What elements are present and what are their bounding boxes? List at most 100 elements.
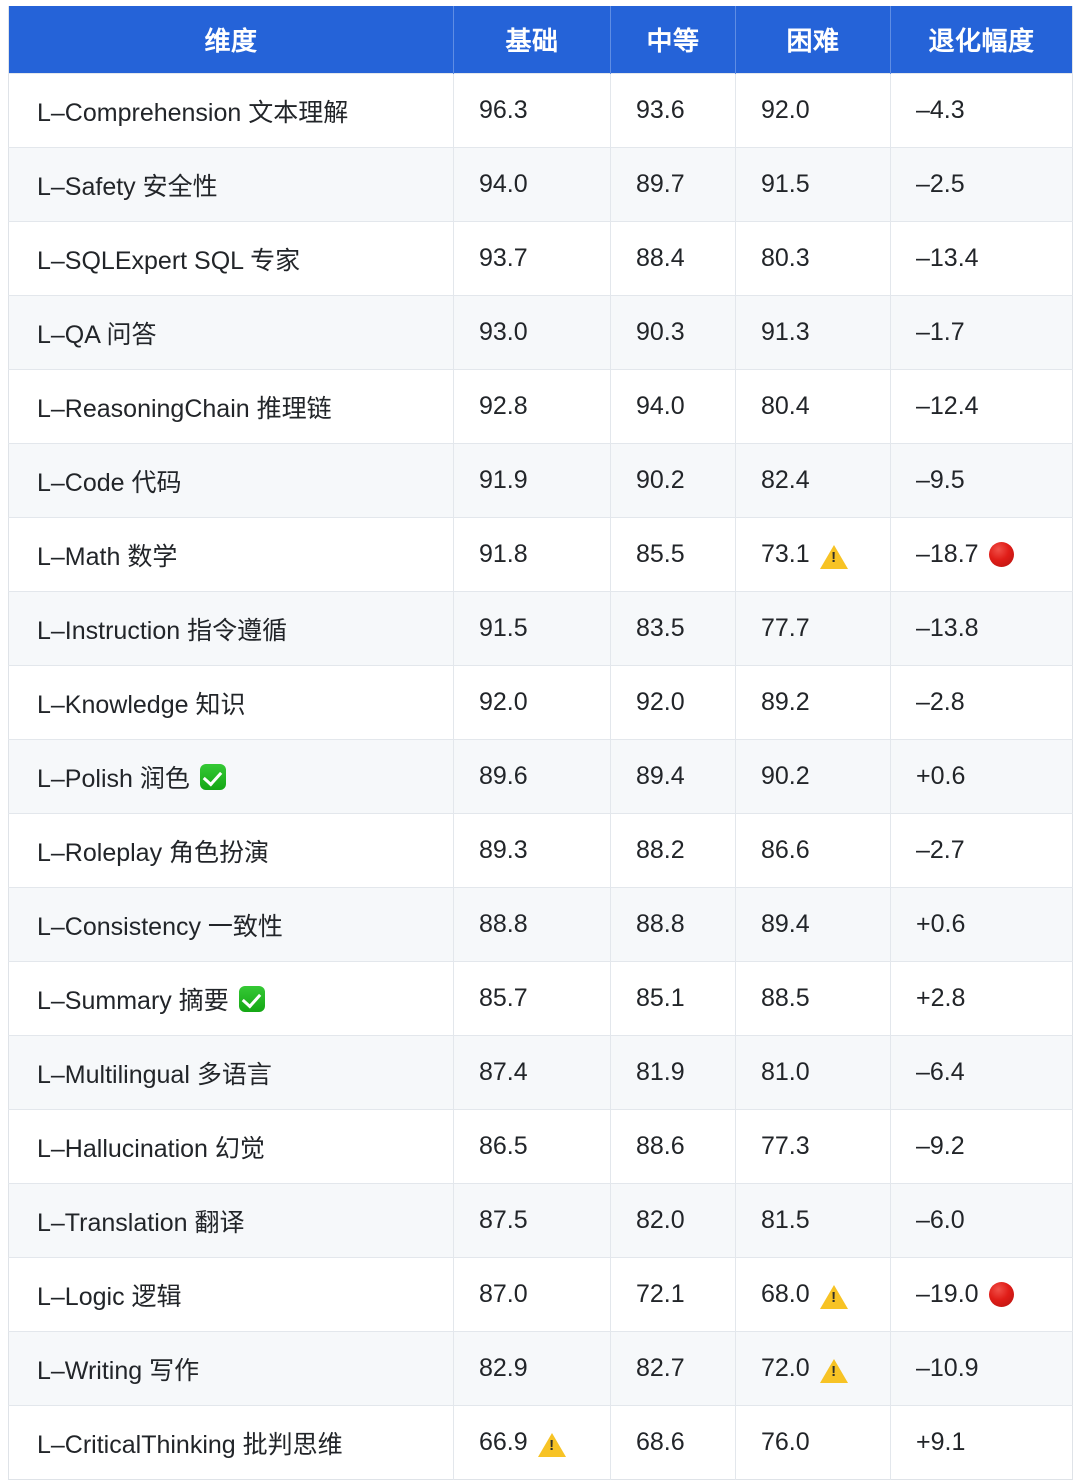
cell-degradation-content: +0.6 [916, 910, 1072, 939]
warning-triangle-icon [819, 544, 848, 569]
table-row[interactable]: L–Multilingual 多语言 87.4 81.9 81.0 –6.4 [8, 1035, 1073, 1110]
cell-hard: 80.4 [735, 369, 891, 444]
column-header-dimension[interactable]: 维度 [8, 6, 454, 74]
table-row[interactable]: L–Hallucination 幻觉 86.5 88.6 77.3 –9.2 [8, 1109, 1073, 1184]
cell-basic: 93.0 [453, 295, 611, 370]
cell-hard: 77.3 [735, 1109, 891, 1184]
degradation-value: –9.5 [916, 466, 965, 494]
cell-degradation-content: –19.0 [916, 1280, 1072, 1309]
cell-hard: 89.2 [735, 665, 891, 740]
cell-hard: 72.0 [735, 1331, 891, 1406]
cell-degradation-content: –6.0 [916, 1206, 1072, 1235]
table-row[interactable]: L–Comprehension 文本理解 96.3 93.6 92.0 –4.3 [8, 73, 1073, 148]
cell-degradation: –6.0 [890, 1183, 1073, 1258]
table-row[interactable]: L–SQLExpert SQL 专家 93.7 88.4 80.3 –13.4 [8, 221, 1073, 296]
check-mark-icon [199, 763, 226, 790]
table-row[interactable]: L–Writing 写作 82.9 82.7 72.0 –10.9 [8, 1331, 1073, 1406]
cell-hard-content: 76.0 [761, 1428, 890, 1457]
cell-medium: 72.1 [610, 1257, 736, 1332]
dimension-label: L–Logic 逻辑 [37, 1282, 182, 1311]
cell-degradation: –9.2 [890, 1109, 1073, 1184]
cell-medium: 90.3 [610, 295, 736, 370]
cell-basic-content: 89.6 [479, 762, 610, 791]
dimension-label: L–Comprehension 文本理解 [37, 98, 349, 127]
cell-hard-content: 80.4 [761, 392, 890, 421]
table-row[interactable]: L–Code 代码 91.9 90.2 82.4 –9.5 [8, 443, 1073, 518]
hard-score: 88.5 [761, 984, 810, 1012]
basic-score: 92.0 [479, 688, 528, 716]
hard-score: 89.4 [761, 910, 810, 938]
cell-dimension-content: L–Knowledge 知识 [37, 685, 453, 721]
table-row[interactable]: L–QA 问答 93.0 90.3 91.3 –1.7 [8, 295, 1073, 370]
table-row[interactable]: L–Consistency 一致性 88.8 88.8 89.4 +0.6 [8, 887, 1073, 962]
cell-medium: 82.7 [610, 1331, 736, 1406]
cell-basic: 91.5 [453, 591, 611, 666]
table-row[interactable]: L–Knowledge 知识 92.0 92.0 89.2 –2.8 [8, 665, 1073, 740]
cell-medium: 68.6 [610, 1405, 736, 1480]
cell-basic-content: 91.5 [479, 614, 610, 643]
cell-degradation: +9.1 [890, 1405, 1073, 1480]
table-row[interactable]: L–ReasoningChain 推理链 92.8 94.0 80.4 –12.4 [8, 369, 1073, 444]
cell-hard-content: 73.1 [761, 540, 890, 569]
cell-hard: 73.1 [735, 517, 891, 592]
medium-score: 94.0 [636, 392, 685, 420]
cell-basic: 91.9 [453, 443, 611, 518]
table-row[interactable]: L–Math 数学 91.8 85.5 73.1 –18.7 [8, 517, 1073, 592]
cell-degradation: –4.3 [890, 73, 1073, 148]
table-row[interactable]: L–Instruction 指令遵循 91.5 83.5 77.7 –13.8 [8, 591, 1073, 666]
cell-dimension-content: L–Math 数学 [37, 537, 453, 573]
column-header-hard[interactable]: 困难 [735, 6, 891, 74]
table-row[interactable]: L–Roleplay 角色扮演 89.3 88.2 86.6 –2.7 [8, 813, 1073, 888]
cell-dimension: L–Hallucination 幻觉 [8, 1109, 454, 1184]
cell-hard: 86.6 [735, 813, 891, 888]
hard-score: 92.0 [761, 96, 810, 124]
table-row[interactable]: L–Polish 润色 89.6 89.4 90.2 +0.6 [8, 739, 1073, 814]
cell-hard-content: 82.4 [761, 466, 890, 495]
cell-dimension: L–Instruction 指令遵循 [8, 591, 454, 666]
dimension-label: L–Summary 摘要 [37, 986, 229, 1015]
cell-dimension-content: L–Consistency 一致性 [37, 907, 453, 943]
cell-hard: 91.5 [735, 147, 891, 222]
cell-hard-content: 81.0 [761, 1058, 890, 1087]
degradation-value: –2.8 [916, 688, 965, 716]
cell-medium-content: 88.6 [636, 1132, 735, 1161]
medium-score: 88.2 [636, 836, 685, 864]
cell-dimension: L–Logic 逻辑 [8, 1257, 454, 1332]
table-header: 维度 基础 中等 困难 退化幅度 [8, 6, 1073, 74]
cell-dimension-content: L–ReasoningChain 推理链 [37, 389, 453, 425]
cell-degradation: –2.5 [890, 147, 1073, 222]
medium-score: 88.6 [636, 1132, 685, 1160]
degradation-value: +0.6 [916, 910, 966, 938]
cell-basic-content: 91.9 [479, 466, 610, 495]
table-body: L–Comprehension 文本理解 96.3 93.6 92.0 –4.3 L–Sa… [8, 73, 1073, 1480]
hard-score: 81.5 [761, 1206, 810, 1234]
dimension-label: L–Multilingual 多语言 [37, 1060, 272, 1089]
table-row[interactable]: L–Logic 逻辑 87.0 72.1 68.0 –19.0 [8, 1257, 1073, 1332]
table-row[interactable]: L–Safety 安全性 94.0 89.7 91.5 –2.5 [8, 147, 1073, 222]
cell-degradation-content: +0.6 [916, 762, 1072, 791]
cell-basic: 86.5 [453, 1109, 611, 1184]
table-row[interactable]: L–Translation 翻译 87.5 82.0 81.5 –6.0 [8, 1183, 1073, 1258]
medium-score: 82.0 [636, 1206, 685, 1234]
cell-degradation-content: –2.5 [916, 170, 1072, 199]
cell-basic: 87.0 [453, 1257, 611, 1332]
cell-degradation-content: –13.4 [916, 244, 1072, 273]
column-header-medium[interactable]: 中等 [610, 6, 736, 74]
warning-triangle-icon [819, 1284, 848, 1309]
cell-basic-content: 91.8 [479, 540, 610, 569]
table-row[interactable]: L–Summary 摘要 85.7 85.1 88.5 +2.8 [8, 961, 1073, 1036]
column-header-degradation[interactable]: 退化幅度 [890, 6, 1073, 74]
basic-score: 89.3 [479, 836, 528, 864]
cell-basic: 89.3 [453, 813, 611, 888]
table-row[interactable]: L–CriticalThinking 批判思维 66.9 68.6 76.0 +9.1 [8, 1405, 1073, 1480]
cell-dimension: L–ReasoningChain 推理链 [8, 369, 454, 444]
medium-score: 83.5 [636, 614, 685, 642]
degradation-value: –13.4 [916, 244, 979, 272]
cell-basic: 82.9 [453, 1331, 611, 1406]
column-header-basic[interactable]: 基础 [453, 6, 611, 74]
cell-basic-content: 92.0 [479, 688, 610, 717]
cell-hard-content: 80.3 [761, 244, 890, 273]
degradation-value: +0.6 [916, 762, 966, 790]
cell-medium: 88.6 [610, 1109, 736, 1184]
cell-hard-content: 92.0 [761, 96, 890, 125]
